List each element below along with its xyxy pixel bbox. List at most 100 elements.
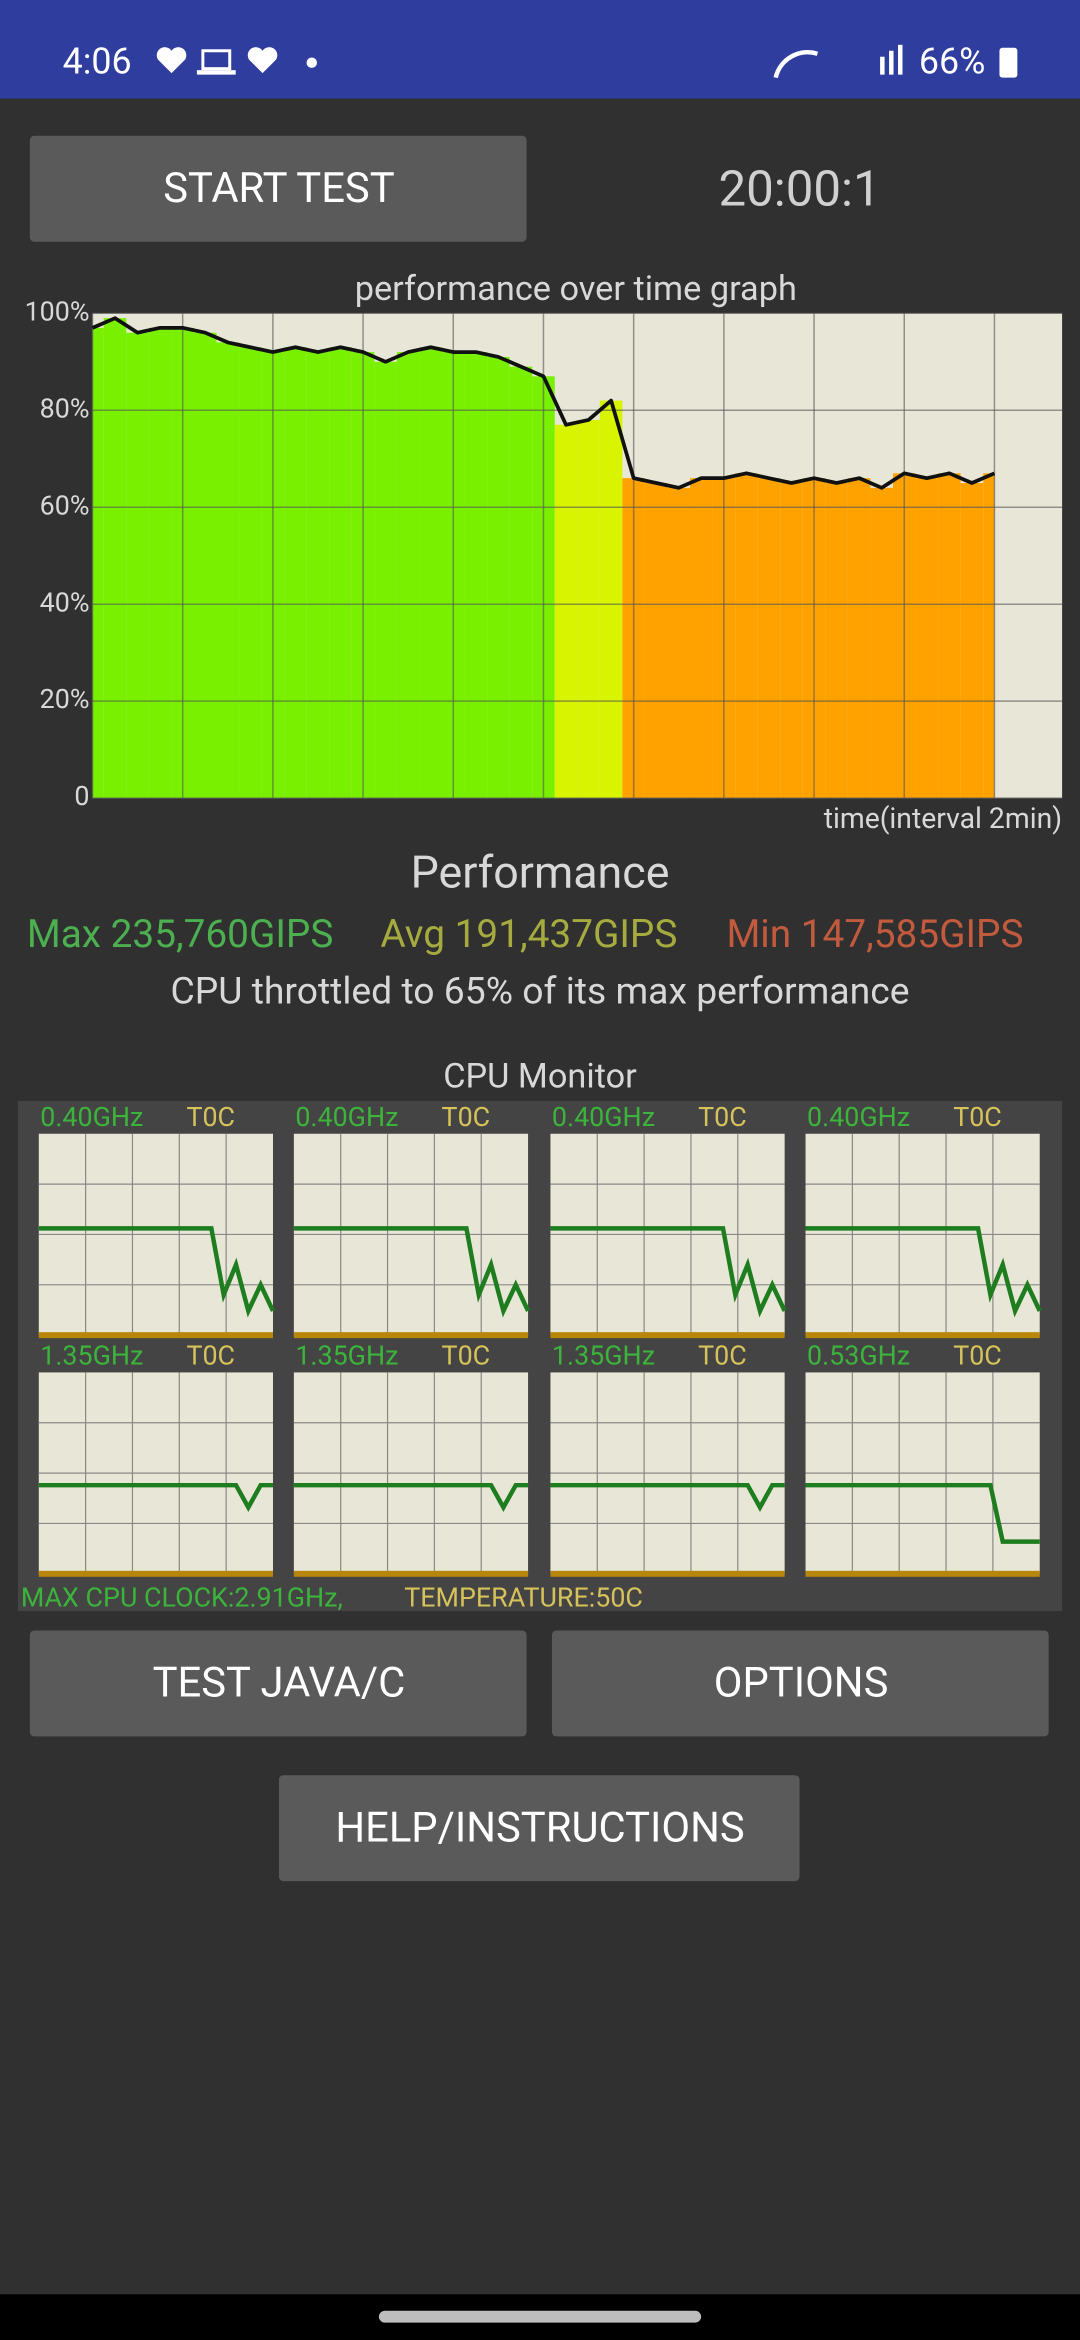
core-temperature: T0C (442, 1340, 491, 1372)
core-frequency: 0.40GHz (552, 1101, 655, 1133)
cpu-temperature: TEMPERATURE:50C (404, 1581, 643, 1613)
cpu-monitor-title: CPU Monitor (443, 1057, 637, 1097)
performance-bar (780, 482, 803, 799)
signal-icon (898, 44, 903, 75)
performance-bar (239, 347, 262, 799)
core-temperature: T0C (953, 1340, 1002, 1372)
battery-percent: 66% (919, 41, 985, 83)
core-temperature: T0C (186, 1340, 235, 1372)
help-label[interactable]: HELP/INSTRUCTIONS (335, 1803, 744, 1852)
min-performance: Min 147,585GIPS (726, 912, 1023, 957)
performance-bar (419, 347, 442, 799)
y-tick-label: 80% (40, 392, 90, 424)
core-baseline (550, 1332, 785, 1339)
start-test-label[interactable]: START TEST (163, 164, 394, 213)
bars (92, 318, 995, 799)
avg-performance: Avg 191,437GIPS (380, 912, 677, 957)
x-axis-label: time(interval 2min) (824, 802, 1062, 835)
max-performance: Max 235,760GIPS (27, 912, 334, 957)
performance-bar (487, 356, 510, 799)
performance-bar (554, 424, 578, 799)
y-tick-label: 0 (74, 780, 89, 812)
core-frequency: 1.35GHz (552, 1340, 655, 1372)
performance-bar (644, 482, 668, 799)
core-temperature: T0C (698, 1101, 747, 1133)
core-frequency: 0.53GHz (807, 1340, 910, 1372)
performance-bar (825, 482, 848, 799)
performance-bar (126, 332, 149, 799)
performance-bar (464, 352, 488, 799)
battery-icon (999, 47, 1018, 78)
core-line (293, 1482, 529, 1512)
core-frequency: 0.40GHz (40, 1101, 143, 1133)
performance-bar (938, 473, 961, 799)
core-baseline (805, 1332, 1040, 1339)
performance-bar (847, 478, 871, 799)
dot-icon (306, 57, 317, 68)
help-button[interactable] (278, 1775, 800, 1882)
core-frequency: 0.40GHz (807, 1101, 910, 1133)
core-baseline (293, 1570, 529, 1577)
core-temperature: T0C (186, 1101, 235, 1133)
core-baseline (550, 1570, 785, 1577)
performance-bar (374, 361, 397, 799)
core-line (293, 1226, 531, 1318)
y-tick-label: 20% (40, 683, 90, 715)
home-indicator[interactable] (378, 2310, 702, 2323)
performance-bar (757, 478, 781, 799)
laptop-base (196, 70, 236, 75)
core-line (805, 1482, 1040, 1544)
performance-bar (148, 327, 172, 799)
y-tick-label: 40% (40, 586, 90, 618)
core-frequency: 1.35GHz (40, 1340, 143, 1372)
core-line (38, 1482, 273, 1512)
options-label[interactable]: OPTIONS (714, 1659, 889, 1708)
laptop-icon (201, 49, 232, 71)
performance-bar (509, 366, 533, 799)
performance-bar (193, 332, 217, 799)
performance-bar (667, 487, 691, 799)
performance-bar (690, 478, 713, 799)
heart-icon (156, 47, 187, 74)
graph: 100% 80% 60% 40% 20% 0 (25, 295, 1063, 812)
max-cpu-clock: MAX CPU CLOCK:2.91GHz, (21, 1581, 343, 1613)
core-line (38, 1226, 276, 1318)
performance-bar (92, 327, 104, 799)
performance-bar (396, 352, 420, 799)
heart-icon (247, 47, 278, 74)
wifi-icon (773, 50, 819, 79)
core-line (550, 1226, 787, 1318)
performance-line (91, 316, 996, 490)
signal-icon (880, 56, 885, 75)
performance-bar (870, 487, 893, 799)
performance-bar (306, 352, 330, 799)
throttle-note: CPU throttled to 65% of its max performa… (170, 969, 909, 1013)
core-temperature: T0C (442, 1101, 491, 1133)
core-temperature: T0C (953, 1101, 1002, 1133)
performance-bar (960, 482, 984, 799)
core-frequency: 1.35GHz (295, 1340, 398, 1372)
performance-bar (216, 342, 240, 799)
performance-bar (915, 478, 939, 799)
performance-bar (329, 347, 352, 799)
performance-bar (735, 473, 758, 799)
performance-bar (103, 318, 127, 799)
core-baseline (805, 1570, 1040, 1577)
y-tick-label: 60% (40, 489, 90, 521)
core-baseline (38, 1332, 273, 1339)
test-java-button[interactable] (29, 1630, 527, 1737)
performance-title: Performance (411, 846, 670, 899)
options-button[interactable] (551, 1630, 1049, 1737)
core-baseline (38, 1570, 273, 1577)
test-java-label[interactable]: TEST JAVA/C (153, 1659, 406, 1708)
status-time: 4:06 (63, 41, 132, 83)
performance-bar (577, 419, 600, 799)
timer: 20:00:1 (718, 160, 880, 218)
signal-icon (889, 50, 894, 75)
core-line (805, 1226, 1042, 1318)
start-test-button[interactable] (29, 135, 527, 242)
core-temperature: T0C (698, 1340, 747, 1372)
core-baseline (293, 1332, 529, 1339)
